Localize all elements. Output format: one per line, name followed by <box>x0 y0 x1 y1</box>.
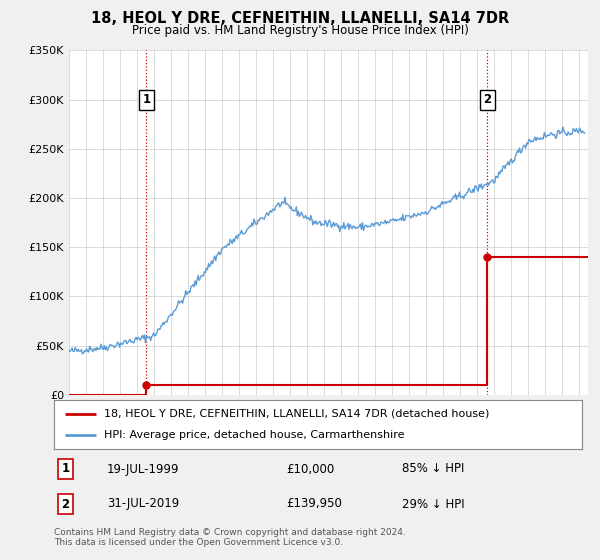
Text: 29% ↓ HPI: 29% ↓ HPI <box>403 497 465 511</box>
Text: 18, HEOL Y DRE, CEFNEITHIN, LLANELLI, SA14 7DR: 18, HEOL Y DRE, CEFNEITHIN, LLANELLI, SA… <box>91 11 509 26</box>
Text: 2: 2 <box>62 497 70 511</box>
Text: Price paid vs. HM Land Registry's House Price Index (HPI): Price paid vs. HM Land Registry's House … <box>131 24 469 36</box>
Text: Contains HM Land Registry data © Crown copyright and database right 2024.
This d: Contains HM Land Registry data © Crown c… <box>54 528 406 547</box>
Text: £139,950: £139,950 <box>286 497 342 511</box>
Text: 19-JUL-1999: 19-JUL-1999 <box>107 463 179 475</box>
Text: 31-JUL-2019: 31-JUL-2019 <box>107 497 179 511</box>
Text: HPI: Average price, detached house, Carmarthenshire: HPI: Average price, detached house, Carm… <box>104 430 404 440</box>
Text: £10,000: £10,000 <box>286 463 335 475</box>
Text: 1: 1 <box>62 463 70 475</box>
Text: 85% ↓ HPI: 85% ↓ HPI <box>403 463 465 475</box>
Text: 2: 2 <box>483 93 491 106</box>
Text: 18, HEOL Y DRE, CEFNEITHIN, LLANELLI, SA14 7DR (detached house): 18, HEOL Y DRE, CEFNEITHIN, LLANELLI, SA… <box>104 409 490 419</box>
Text: 1: 1 <box>142 93 151 106</box>
